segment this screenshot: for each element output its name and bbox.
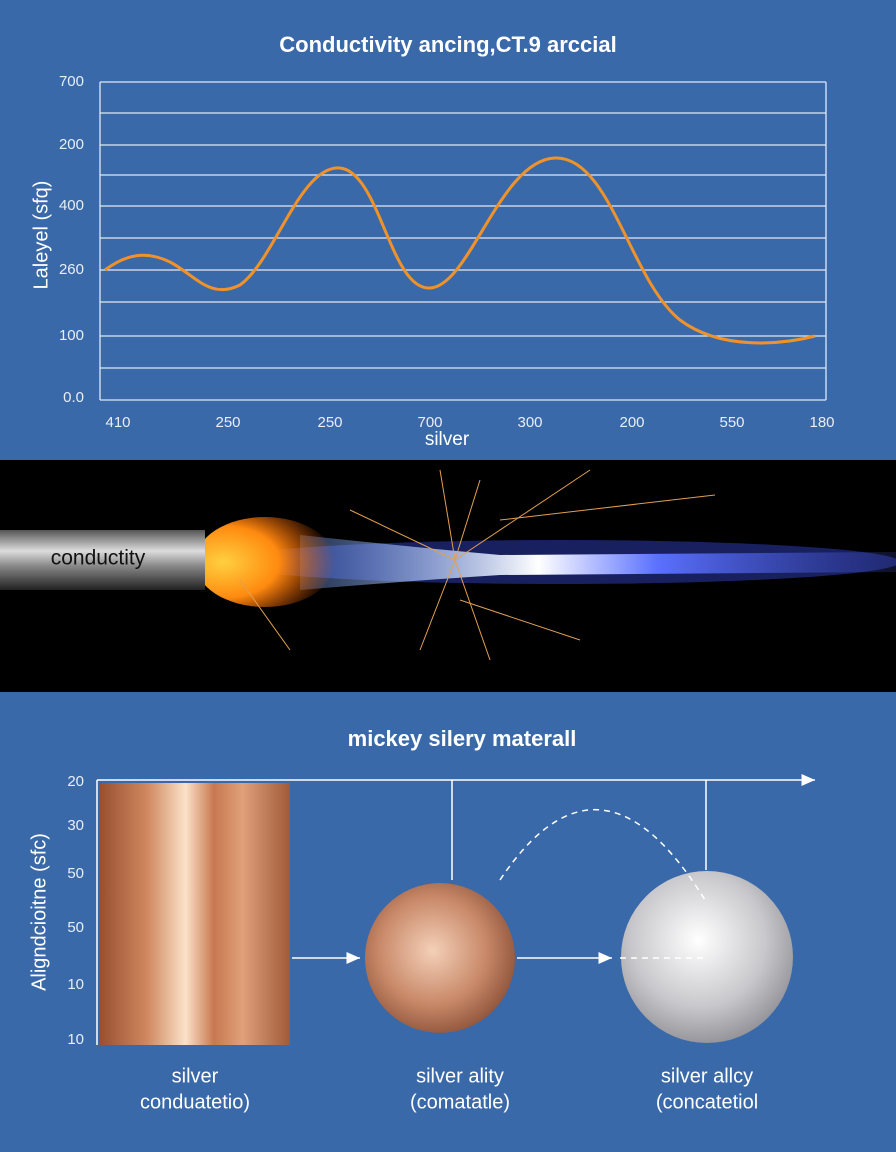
y-tick-label: 0.0 (63, 389, 84, 406)
cable-label: conductity (51, 547, 146, 570)
x-tick-label: 300 (517, 414, 542, 431)
top-title: Conductivity ancing,CT.9 arccial (279, 32, 616, 57)
y-tick-label: 100 (59, 327, 84, 344)
caption: silver (172, 1065, 219, 1087)
cable (0, 530, 205, 590)
caption: (comatatle) (410, 1091, 510, 1113)
silver-disc (621, 871, 793, 1043)
copper-coin (365, 883, 515, 1033)
y-axis-label: Aligndcioitne (sfc) (28, 833, 50, 991)
caption: (concatetiol (656, 1091, 758, 1113)
flame (195, 517, 335, 607)
x-tick-label: 550 (719, 414, 744, 431)
y-tick-label: 30 (67, 817, 84, 834)
y-tick-label: 10 (67, 976, 84, 993)
bottom-title: mickey silery materall (348, 726, 577, 751)
y-tick-label: 700 (59, 73, 84, 90)
x-tick-label: 250 (317, 414, 342, 431)
x-tick-label: 410 (105, 414, 130, 431)
y-axis-label: Laleyel (sfq) (30, 181, 52, 290)
y-tick-label: 400 (59, 197, 84, 214)
grid (99, 81, 827, 401)
caption: conduatetio) (140, 1091, 250, 1113)
x-tick-label: 180 (809, 414, 834, 431)
sparks (239, 469, 716, 661)
x-axis-label: silver (425, 429, 470, 450)
y-tick-label: 10 (67, 1031, 84, 1048)
x-tick-label: 700 (417, 414, 442, 431)
x-tick-label: 200 (619, 414, 644, 431)
y-tick-label: 50 (67, 865, 84, 882)
y-tick-label: 200 (59, 136, 84, 153)
x-tick-label: 250 (215, 414, 240, 431)
y-tick-label: 50 (67, 919, 84, 936)
curve (104, 156, 816, 345)
y-tick-label: 260 (59, 261, 84, 278)
y-tick-label: 20 (67, 773, 84, 790)
caption: silver ality (416, 1065, 504, 1087)
copper-bar (100, 783, 290, 1045)
caption: silver allcy (661, 1065, 753, 1087)
dashed-arc (499, 809, 706, 901)
